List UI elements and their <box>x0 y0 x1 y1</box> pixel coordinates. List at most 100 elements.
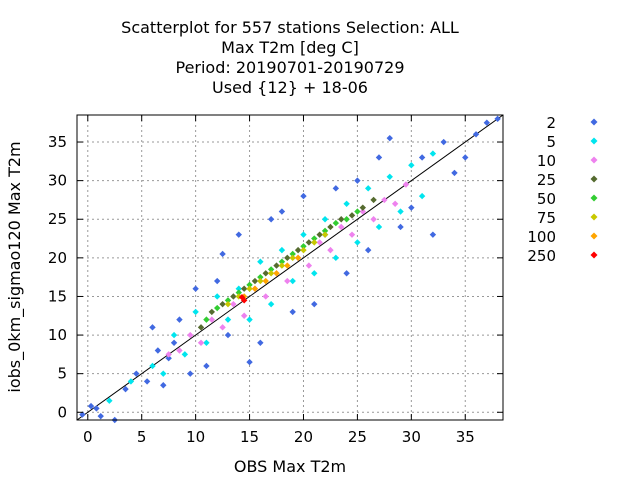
data-point <box>451 169 458 177</box>
data-point <box>483 119 491 126</box>
data-point <box>343 200 350 207</box>
data-point <box>278 262 286 269</box>
data-point <box>214 304 221 312</box>
legend-label: 50 <box>537 190 556 208</box>
data-point <box>284 254 291 262</box>
chart-title: Scatterplot for 557 stations Selection: … <box>121 18 459 97</box>
data-point <box>462 154 469 161</box>
legend-marker <box>590 251 598 259</box>
data-point <box>364 185 372 192</box>
data-point <box>246 285 253 292</box>
data-point <box>262 293 269 300</box>
data-point <box>391 200 399 207</box>
legend-label: 25 <box>537 171 556 189</box>
data-point <box>354 177 361 184</box>
data-point <box>224 297 232 304</box>
data-point <box>300 192 307 200</box>
data-point <box>87 402 95 410</box>
data-point <box>170 331 178 339</box>
data-point <box>397 208 404 215</box>
y-tick-label: 15 <box>48 287 67 305</box>
title-line-1: Scatterplot for 557 stations Selection: … <box>121 18 459 37</box>
data-point <box>386 173 393 180</box>
legend-marker <box>590 137 598 145</box>
data-point <box>332 254 340 262</box>
data-point <box>386 134 393 142</box>
data-point <box>262 270 269 277</box>
data-point <box>289 277 296 285</box>
data-point <box>327 223 334 231</box>
data-point <box>321 216 329 223</box>
data-point <box>251 285 259 292</box>
data-point <box>149 324 156 331</box>
data-point <box>327 246 334 254</box>
data-point <box>408 204 415 211</box>
data-point <box>429 150 437 157</box>
data-point <box>359 208 366 215</box>
data-point <box>348 212 356 219</box>
data-point <box>257 273 264 281</box>
data-point <box>311 235 318 242</box>
data-point <box>127 378 135 385</box>
data-point <box>208 316 216 323</box>
data-point <box>381 196 388 204</box>
data-point <box>79 411 86 418</box>
data-point <box>440 138 447 146</box>
data-point <box>267 300 275 308</box>
data-point <box>300 243 307 250</box>
data-point <box>224 331 232 339</box>
data-point <box>165 355 172 362</box>
x-tick-labels: 0 5 10 15 20 25 30 35 <box>83 428 475 446</box>
y-axis-label: iobs_0km_sigmao120 Max T2m <box>5 141 25 392</box>
data-point <box>375 154 383 161</box>
data-point <box>224 300 232 308</box>
data-point <box>246 281 253 289</box>
data-point <box>208 308 216 316</box>
data-point <box>267 216 275 223</box>
data-point <box>235 231 242 238</box>
x-tick-label: 20 <box>294 428 313 446</box>
data-point <box>289 308 296 316</box>
data-point <box>338 216 345 223</box>
x-tick-label: 10 <box>186 428 205 446</box>
data-point <box>418 154 426 161</box>
data-point <box>305 262 313 269</box>
data-point <box>230 293 237 300</box>
data-point <box>267 266 275 273</box>
data-point <box>278 258 286 265</box>
data-point <box>176 347 183 354</box>
data-points <box>79 115 501 424</box>
title-line-3: Period: 20190701-20190729 <box>175 58 404 77</box>
diagonal-line <box>76 114 504 421</box>
data-point <box>370 196 377 204</box>
data-point <box>219 300 226 308</box>
legend-marker <box>590 118 598 126</box>
legend-label: 10 <box>537 152 556 170</box>
data-point <box>176 316 183 323</box>
data-point <box>235 289 242 296</box>
data-point <box>181 351 189 358</box>
data-point <box>203 339 210 346</box>
y-tick-label: 35 <box>48 133 67 151</box>
legend-label: 5 <box>546 133 556 151</box>
y-tick-label: 20 <box>48 249 67 267</box>
legend-label: 75 <box>537 209 556 227</box>
data-point <box>203 316 210 323</box>
data-point <box>219 324 226 331</box>
plot-frame <box>76 114 504 421</box>
data-point <box>224 316 232 323</box>
x-tick-label: 15 <box>240 428 259 446</box>
data-point <box>246 358 253 366</box>
data-point <box>332 219 340 227</box>
data-point <box>278 208 286 215</box>
data-point <box>359 204 366 211</box>
data-point <box>197 339 205 346</box>
data-point <box>149 362 156 370</box>
data-point <box>284 277 291 285</box>
data-point <box>402 181 410 188</box>
data-point <box>97 412 104 420</box>
data-point <box>143 378 151 385</box>
data-point <box>397 223 404 231</box>
